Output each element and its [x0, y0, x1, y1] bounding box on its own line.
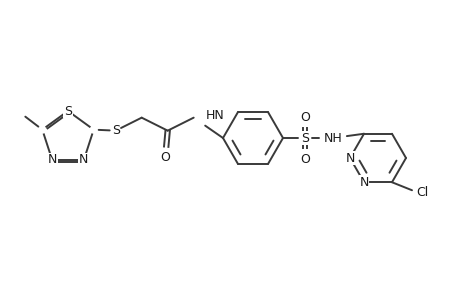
Text: NH: NH: [323, 131, 341, 145]
Text: Cl: Cl: [415, 186, 427, 199]
Text: N: N: [47, 153, 57, 166]
Text: S: S: [112, 124, 119, 137]
Text: O: O: [299, 110, 309, 124]
Text: HN: HN: [205, 109, 224, 122]
Text: O: O: [299, 152, 309, 166]
Text: S: S: [300, 131, 308, 145]
Text: O: O: [160, 151, 170, 164]
Text: N: N: [345, 152, 354, 164]
Text: S: S: [64, 104, 72, 118]
Text: N: N: [358, 176, 368, 189]
Text: N: N: [79, 153, 89, 166]
